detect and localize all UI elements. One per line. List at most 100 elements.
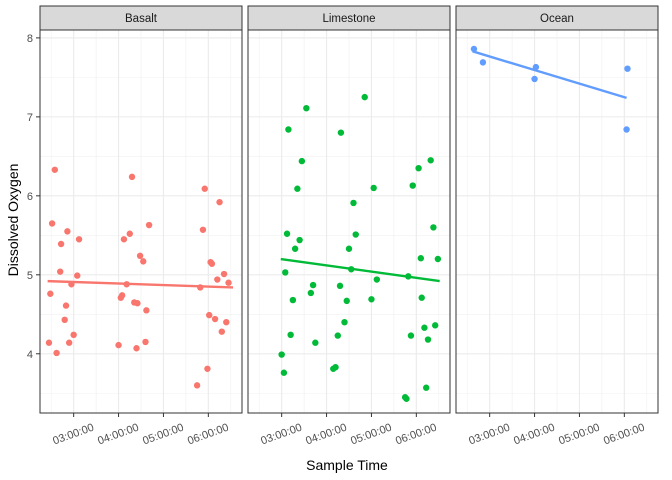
data-point bbox=[343, 297, 350, 305]
data-point bbox=[53, 349, 60, 357]
data-point bbox=[417, 255, 425, 262]
facet-strip-label: Basalt bbox=[125, 13, 158, 25]
data-point bbox=[70, 331, 77, 339]
data-point bbox=[370, 184, 377, 192]
data-point bbox=[352, 231, 359, 238]
data-point bbox=[62, 302, 70, 309]
data-point bbox=[312, 339, 319, 346]
data-point bbox=[75, 236, 83, 243]
x-tick-label: 04:00:00 bbox=[96, 422, 140, 448]
panel-border bbox=[39, 29, 243, 414]
facet-panel-limestone: Limestone 03:00:00 04:00:00 05:00:00 06:00:0… bbox=[247, 5, 451, 448]
x-tick-label: 06:00:00 bbox=[394, 422, 438, 448]
data-point bbox=[74, 272, 81, 279]
data-point bbox=[206, 311, 213, 319]
facet-panel-ocean: Ocean 03:00:00 04:00:00 05:00:00 06:00:00 bbox=[455, 5, 659, 448]
data-point bbox=[216, 198, 223, 206]
data-point bbox=[623, 126, 630, 133]
data-point bbox=[309, 281, 317, 289]
data-point bbox=[201, 185, 208, 192]
data-point bbox=[218, 328, 225, 335]
panel-border bbox=[455, 29, 659, 414]
data-point bbox=[291, 245, 299, 252]
x-tick-label: 05:00:00 bbox=[557, 422, 601, 448]
data-point bbox=[294, 185, 301, 192]
data-point bbox=[431, 322, 439, 329]
facet-strip-label: Limestone bbox=[322, 13, 375, 25]
data-point bbox=[225, 279, 232, 286]
trend-line bbox=[280, 257, 440, 283]
data-point bbox=[470, 45, 478, 53]
data-point bbox=[120, 236, 128, 243]
data-point bbox=[341, 318, 348, 326]
y-tick-label: 7 bbox=[27, 112, 33, 124]
data-point bbox=[415, 164, 422, 172]
data-point bbox=[423, 384, 430, 391]
data-point bbox=[350, 199, 357, 207]
x-tick-label: 04:00:00 bbox=[304, 422, 348, 448]
data-point bbox=[134, 300, 141, 307]
data-point bbox=[220, 270, 228, 278]
data-point bbox=[64, 228, 71, 235]
data-point bbox=[282, 269, 289, 276]
data-point bbox=[336, 282, 344, 290]
data-point bbox=[409, 182, 416, 189]
data-point bbox=[332, 363, 339, 371]
data-point bbox=[287, 331, 294, 339]
data-point bbox=[204, 365, 211, 372]
data-point bbox=[47, 290, 54, 297]
x-tick-label: 05:00:00 bbox=[349, 422, 393, 448]
data-point bbox=[61, 316, 68, 324]
y-axis: 4 5 6 7 8 bbox=[27, 33, 40, 361]
data-point bbox=[334, 332, 341, 339]
facet-strip bbox=[455, 5, 659, 31]
data-point bbox=[531, 75, 538, 83]
data-point bbox=[283, 230, 291, 237]
data-point bbox=[193, 382, 201, 389]
x-tick-label: 03:00:00 bbox=[259, 422, 303, 448]
data-point bbox=[145, 221, 153, 229]
trend-line bbox=[47, 279, 234, 289]
data-point bbox=[298, 157, 306, 165]
data-point bbox=[345, 245, 353, 252]
facet-strip bbox=[39, 5, 243, 31]
data-point bbox=[115, 341, 122, 349]
data-point bbox=[199, 226, 207, 233]
data-point bbox=[214, 276, 221, 283]
data-point bbox=[51, 166, 59, 173]
data-point bbox=[418, 294, 425, 301]
data-point bbox=[126, 230, 133, 237]
data-point bbox=[140, 258, 147, 265]
x-tick-label: 03:00:00 bbox=[51, 422, 95, 448]
x-tick-label: 05:00:00 bbox=[141, 422, 185, 448]
data-point bbox=[285, 126, 292, 133]
data-point bbox=[48, 220, 56, 227]
data-point bbox=[303, 104, 310, 112]
data-point bbox=[136, 252, 144, 260]
data-point bbox=[280, 369, 288, 376]
data-point bbox=[421, 324, 428, 331]
data-point bbox=[368, 296, 375, 303]
data-point bbox=[278, 351, 285, 358]
y-tick-label: 5 bbox=[27, 270, 33, 282]
data-point bbox=[118, 292, 126, 299]
data-point bbox=[407, 332, 415, 339]
data-point bbox=[403, 395, 410, 402]
x-tick-label: 06:00:00 bbox=[602, 422, 646, 448]
data-point bbox=[211, 315, 219, 323]
data-point bbox=[427, 157, 434, 164]
data-point bbox=[307, 289, 315, 297]
data-point bbox=[57, 268, 64, 275]
panel-border bbox=[247, 29, 451, 414]
data-point bbox=[223, 318, 230, 326]
data-point bbox=[434, 255, 442, 263]
data-point bbox=[373, 276, 381, 283]
data-point bbox=[128, 173, 136, 181]
x-tick-label: 04:00:00 bbox=[512, 422, 556, 448]
y-tick-label: 4 bbox=[27, 349, 33, 361]
y-tick-label: 6 bbox=[27, 191, 33, 203]
data-point bbox=[337, 129, 345, 136]
facet-strip-label: Ocean bbox=[540, 13, 574, 25]
x-axis-title: Sample Time bbox=[306, 457, 388, 473]
